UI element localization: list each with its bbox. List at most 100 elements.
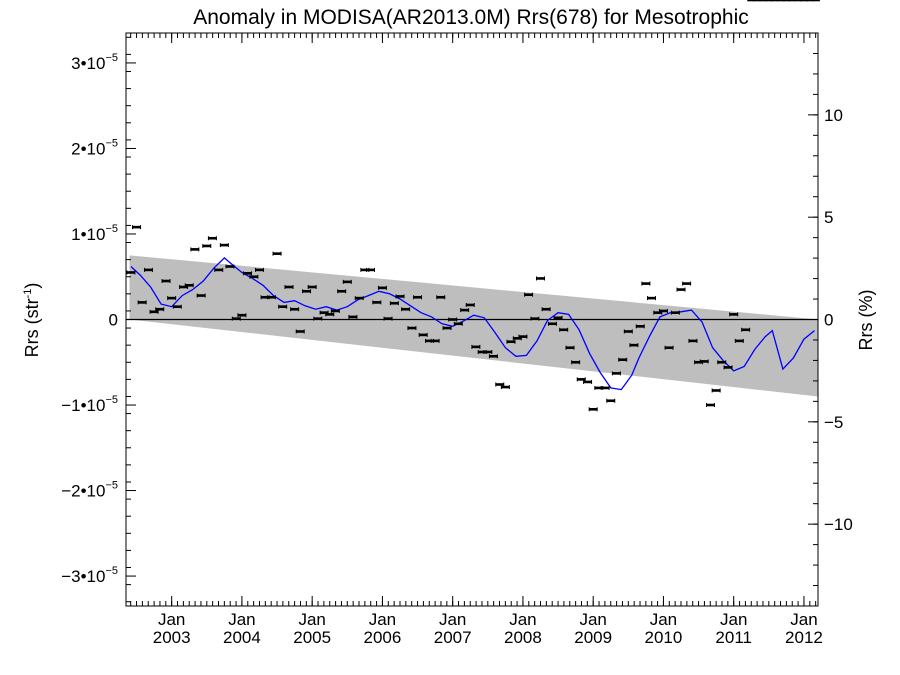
data-point bbox=[290, 307, 300, 312]
data-point bbox=[172, 304, 182, 309]
x-axis-ticks: Jan2003Jan2004Jan2005Jan2006Jan2007Jan20… bbox=[130, 33, 823, 647]
data-point bbox=[342, 279, 352, 284]
data-point bbox=[254, 267, 264, 272]
data-point bbox=[372, 300, 382, 305]
data-point bbox=[676, 287, 686, 292]
x-tick-year-label: 2007 bbox=[434, 628, 472, 647]
data-point bbox=[184, 283, 194, 288]
data-point bbox=[207, 236, 217, 241]
data-point bbox=[266, 295, 276, 300]
right-tick-label: 10 bbox=[824, 106, 843, 125]
data-point bbox=[588, 407, 598, 412]
data-point bbox=[453, 321, 463, 326]
data-point bbox=[658, 308, 668, 313]
data-point bbox=[524, 292, 534, 297]
data-point bbox=[618, 357, 628, 362]
x-tick-month-label: Jan bbox=[369, 610, 396, 629]
data-point bbox=[741, 327, 751, 332]
data-point bbox=[541, 307, 551, 312]
data-point bbox=[365, 267, 375, 272]
y-axis-label-left-base: Rrs (str bbox=[22, 298, 42, 357]
data-point bbox=[348, 314, 358, 319]
data-point bbox=[307, 285, 317, 290]
right-tick-label: 0 bbox=[824, 311, 833, 330]
data-point bbox=[196, 293, 206, 298]
right-tick-label: −10 bbox=[824, 515, 853, 534]
right-tick-label: −5 bbox=[824, 413, 843, 432]
data-point bbox=[711, 388, 721, 393]
data-point bbox=[413, 295, 423, 300]
chart-title: Anomaly in MODISA(AR2013.0M) Rrs(678) fo… bbox=[193, 6, 749, 29]
data-point bbox=[442, 326, 452, 331]
data-point bbox=[646, 296, 656, 301]
x-tick-month-label: Jan bbox=[439, 610, 466, 629]
data-point bbox=[225, 264, 235, 269]
x-tick-month-label: Jan bbox=[790, 610, 817, 629]
y-axis-label-left-close: ) bbox=[22, 283, 42, 289]
data-point bbox=[137, 300, 147, 305]
x-tick-month-label: Jan bbox=[509, 610, 536, 629]
data-point bbox=[471, 344, 481, 349]
data-point bbox=[389, 301, 399, 306]
data-point bbox=[635, 324, 645, 329]
trend-band-layer bbox=[129, 255, 818, 397]
data-point bbox=[506, 339, 516, 344]
data-point bbox=[641, 281, 651, 286]
data-point bbox=[571, 360, 581, 365]
data-point bbox=[488, 354, 498, 359]
left-tick-label: 1•10−5 bbox=[71, 223, 118, 244]
data-point bbox=[401, 307, 411, 312]
data-point bbox=[717, 360, 727, 365]
data-point bbox=[418, 332, 428, 337]
data-point bbox=[155, 307, 165, 312]
y-axis-label-left-sup: -1 bbox=[22, 289, 34, 299]
smooth-series-line bbox=[130, 257, 815, 391]
x-tick-year-label: 2012 bbox=[785, 628, 823, 647]
data-point bbox=[670, 310, 680, 315]
data-point bbox=[565, 345, 575, 350]
data-point bbox=[688, 338, 698, 343]
left-axis-ticks: 3•10−5 2•10−5 1•10−5 0 −1•10−5 −2•10−5 −3•10−5 bbox=[61, 36, 136, 603]
data-point bbox=[337, 289, 347, 294]
data-point bbox=[354, 296, 364, 301]
x-tick-month-label: Jan bbox=[579, 610, 606, 629]
x-tick-month-label: Jan bbox=[228, 610, 255, 629]
x-tick-month-label: Jan bbox=[650, 610, 677, 629]
left-tick-label: −1•10−5 bbox=[61, 394, 118, 415]
data-point bbox=[547, 321, 557, 326]
x-tick-year-label: 2006 bbox=[364, 628, 402, 647]
data-point bbox=[237, 313, 247, 318]
data-point bbox=[465, 302, 475, 307]
data-point bbox=[611, 371, 621, 376]
data-point bbox=[483, 349, 493, 354]
data-point bbox=[278, 304, 288, 309]
data-point bbox=[436, 295, 446, 300]
data-point bbox=[330, 308, 340, 313]
data-point bbox=[629, 343, 639, 348]
y-axis-label-right: Rrs (%) bbox=[856, 290, 876, 351]
left-tick-label: 2•10−5 bbox=[71, 137, 118, 158]
trend-band bbox=[129, 255, 818, 397]
y-axis-label-left: Rrs (str-1) bbox=[22, 283, 42, 358]
data-point bbox=[500, 385, 510, 390]
data-point bbox=[272, 251, 282, 256]
data-point bbox=[126, 270, 136, 275]
smooth-series-layer bbox=[130, 257, 815, 391]
data-point bbox=[214, 267, 224, 272]
data-point bbox=[606, 398, 616, 403]
data-point bbox=[600, 385, 610, 390]
x-tick-year-label: 2008 bbox=[504, 628, 542, 647]
data-point bbox=[530, 316, 540, 321]
data-point bbox=[302, 289, 312, 294]
data-point bbox=[284, 285, 294, 290]
data-point bbox=[383, 316, 393, 321]
data-point bbox=[132, 225, 142, 230]
x-tick-year-label: 2009 bbox=[574, 628, 612, 647]
x-tick-month-label: Jan bbox=[720, 610, 747, 629]
data-point bbox=[706, 403, 716, 408]
data-point bbox=[325, 312, 335, 317]
data-point bbox=[518, 334, 528, 339]
data-point bbox=[407, 326, 417, 331]
x-tick-year-label: 2010 bbox=[645, 628, 683, 647]
